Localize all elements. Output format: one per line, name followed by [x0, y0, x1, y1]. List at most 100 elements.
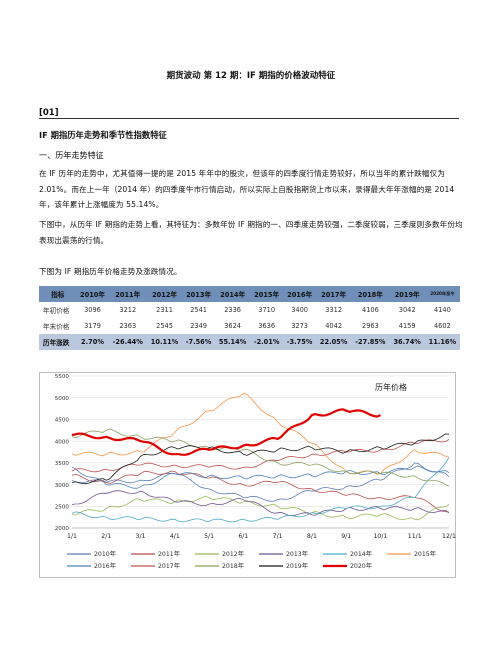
table-cell: 2545 — [156, 322, 173, 330]
table-cell: 2363 — [119, 322, 137, 330]
table-cell: -2.01% — [250, 334, 284, 350]
paragraph-intro-chart: 下图为 IF 期指历年价格走势及涨跌情况。 — [39, 267, 182, 276]
x-tick-label: 2/1 — [101, 533, 111, 540]
legend-label: 2016年 — [94, 562, 116, 570]
y-tick-label: 5000 — [55, 396, 70, 402]
table-cell: 4042 — [325, 322, 343, 330]
legend-label: 2017年 — [158, 562, 180, 570]
table-row: 历年涨跌 2.70% -26.44% 10.11% -7.56% 55.14% … — [39, 334, 460, 350]
chart-title: 历年价格 — [375, 382, 407, 392]
series-line — [71, 438, 450, 473]
table-header-row: 指标 2010年 2011年 2012年 2013年 2014年 2015年 2… — [39, 286, 460, 302]
table-cell: 4159 — [398, 322, 416, 330]
y-tick-label: 2500 — [55, 504, 70, 510]
table-cell: 3710 — [258, 306, 276, 314]
series-line — [71, 465, 450, 489]
table-cell: 4602 — [433, 322, 451, 330]
x-tick-label: 9/1 — [341, 533, 351, 540]
series-line — [71, 462, 450, 502]
y-tick-label: 4500 — [55, 418, 70, 424]
legend-label: 2012年 — [222, 550, 244, 558]
series-line — [71, 392, 450, 475]
price-chart: 2000 2500 3000 3500 4000 4500 5000 5500 1/1 2/1 3/… — [39, 372, 456, 578]
yearly-price-table: 指标 2010年 2011年 2012年 2013年 2014年 2015年 2… — [39, 286, 460, 350]
paragraph-seasonality: 下图中，从历年 IF 期指的走势上看，其特征为：多数年份 IF 期指的一、四季度… — [39, 220, 463, 245]
table-header-cell: 2018年 — [351, 286, 390, 302]
y-tick-label: 5500 — [55, 374, 70, 380]
table-header-cell: 2019年 — [389, 286, 425, 302]
sub-heading: 一、历年走势特征 — [39, 150, 104, 160]
legend-label: 2020年 — [350, 562, 372, 570]
table-header-cell: 2010年 — [76, 286, 109, 302]
price-chart-svg: 2000 2500 3000 3500 4000 4500 5000 5500 1/1 2/1 3/… — [39, 372, 456, 578]
x-tick-label: 11/1 — [408, 533, 422, 540]
x-tick-label: 10/1 — [374, 533, 388, 540]
table-cell: 55.14% — [215, 334, 251, 350]
legend-label: 2019年 — [286, 562, 308, 570]
series-line — [71, 428, 450, 487]
table-header-cell: 2011年 — [108, 286, 147, 302]
x-tick-label: 5/1 — [204, 533, 214, 540]
table-cell: 3179 — [84, 322, 101, 330]
series-line — [71, 433, 450, 485]
table-cell: 2349 — [190, 322, 207, 330]
series-line — [71, 490, 450, 517]
table-header-cell: 2017年 — [316, 286, 352, 302]
x-tick-label: 6/1 — [238, 533, 248, 540]
legend-label: 2013年 — [286, 550, 308, 558]
table-cell: 2336 — [224, 306, 241, 314]
table-cell: -3.75% — [283, 334, 317, 350]
x-tick-label: 12/1 — [442, 533, 456, 540]
table-cell: 3096 — [84, 306, 101, 314]
y-tick-label: 4000 — [55, 439, 70, 445]
section-divider — [39, 118, 459, 119]
x-tick-label: 3/1 — [136, 533, 146, 540]
x-tick-label: 7/1 — [273, 533, 283, 540]
table-cell: 年末价格 — [43, 323, 70, 331]
legend-label: 2018年 — [222, 562, 244, 570]
x-tick-label: 8/1 — [307, 533, 317, 540]
table-cell: -7.56% — [182, 334, 216, 350]
section-heading: IF 期指历年走势和季节性指数特征 — [39, 130, 167, 140]
y-tick-label: 2000 — [55, 526, 70, 532]
table-cell: 3636 — [258, 322, 276, 330]
table-cell: 3273 — [291, 322, 308, 330]
table-cell: 2963 — [362, 322, 379, 330]
table-cell: 3400 — [291, 306, 308, 314]
table-cell: 3312 — [325, 306, 343, 314]
table-header-cell: 指标 — [39, 286, 77, 302]
table-cell: 4106 — [362, 306, 379, 314]
table-cell: 2541 — [190, 306, 207, 314]
table-header-cell: 2015年 — [250, 286, 284, 302]
table-cell: -26.44% — [108, 334, 147, 350]
table-cell: 11.16% — [424, 334, 460, 350]
y-tick-label: 3000 — [55, 483, 70, 489]
table-row: 年末价格 3179 2363 2545 2349 3624 3636 3273 … — [39, 318, 460, 334]
series-line — [71, 470, 450, 513]
table-cell: 年初价格 — [43, 307, 70, 315]
table-cell: 3212 — [119, 306, 137, 314]
table-header-cell: 2014年 — [215, 286, 251, 302]
series-line — [71, 457, 450, 523]
table-row: 年初价格 3096 3212 2311 2541 2336 3710 3400 … — [39, 302, 460, 318]
document-title: 期货波动 第 12 期：IF 期指的价格波动特征 — [166, 71, 336, 81]
series-line — [71, 408, 381, 456]
table-cell: 36.74% — [389, 334, 425, 350]
table-cell: 3042 — [398, 306, 416, 314]
legend-label: 2011年 — [158, 550, 180, 558]
table-cell: 2311 — [156, 306, 173, 314]
table-header-cell: 2012年 — [146, 286, 183, 302]
legend-label: 2015年 — [414, 550, 436, 558]
table-header-cell: 2013年 — [182, 286, 216, 302]
table-header-cell: 2020年至今 — [424, 286, 460, 302]
series-line — [71, 495, 450, 521]
legend-label: 2010年 — [94, 550, 116, 558]
paragraph-history: 在 IF 历年的走势中，尤其值得一提的是 2015 年年中的股灾，但该年的四季度… — [39, 169, 455, 209]
section-tag: [01] — [39, 108, 59, 118]
x-tick-label: 4/1 — [170, 533, 180, 540]
legend-label: 2014年 — [350, 550, 372, 558]
table-cell: 4140 — [433, 306, 451, 314]
table-cell: 3624 — [224, 322, 241, 330]
table-cell: 10.11% — [146, 334, 183, 350]
table-cell: 2.70% — [76, 334, 109, 350]
